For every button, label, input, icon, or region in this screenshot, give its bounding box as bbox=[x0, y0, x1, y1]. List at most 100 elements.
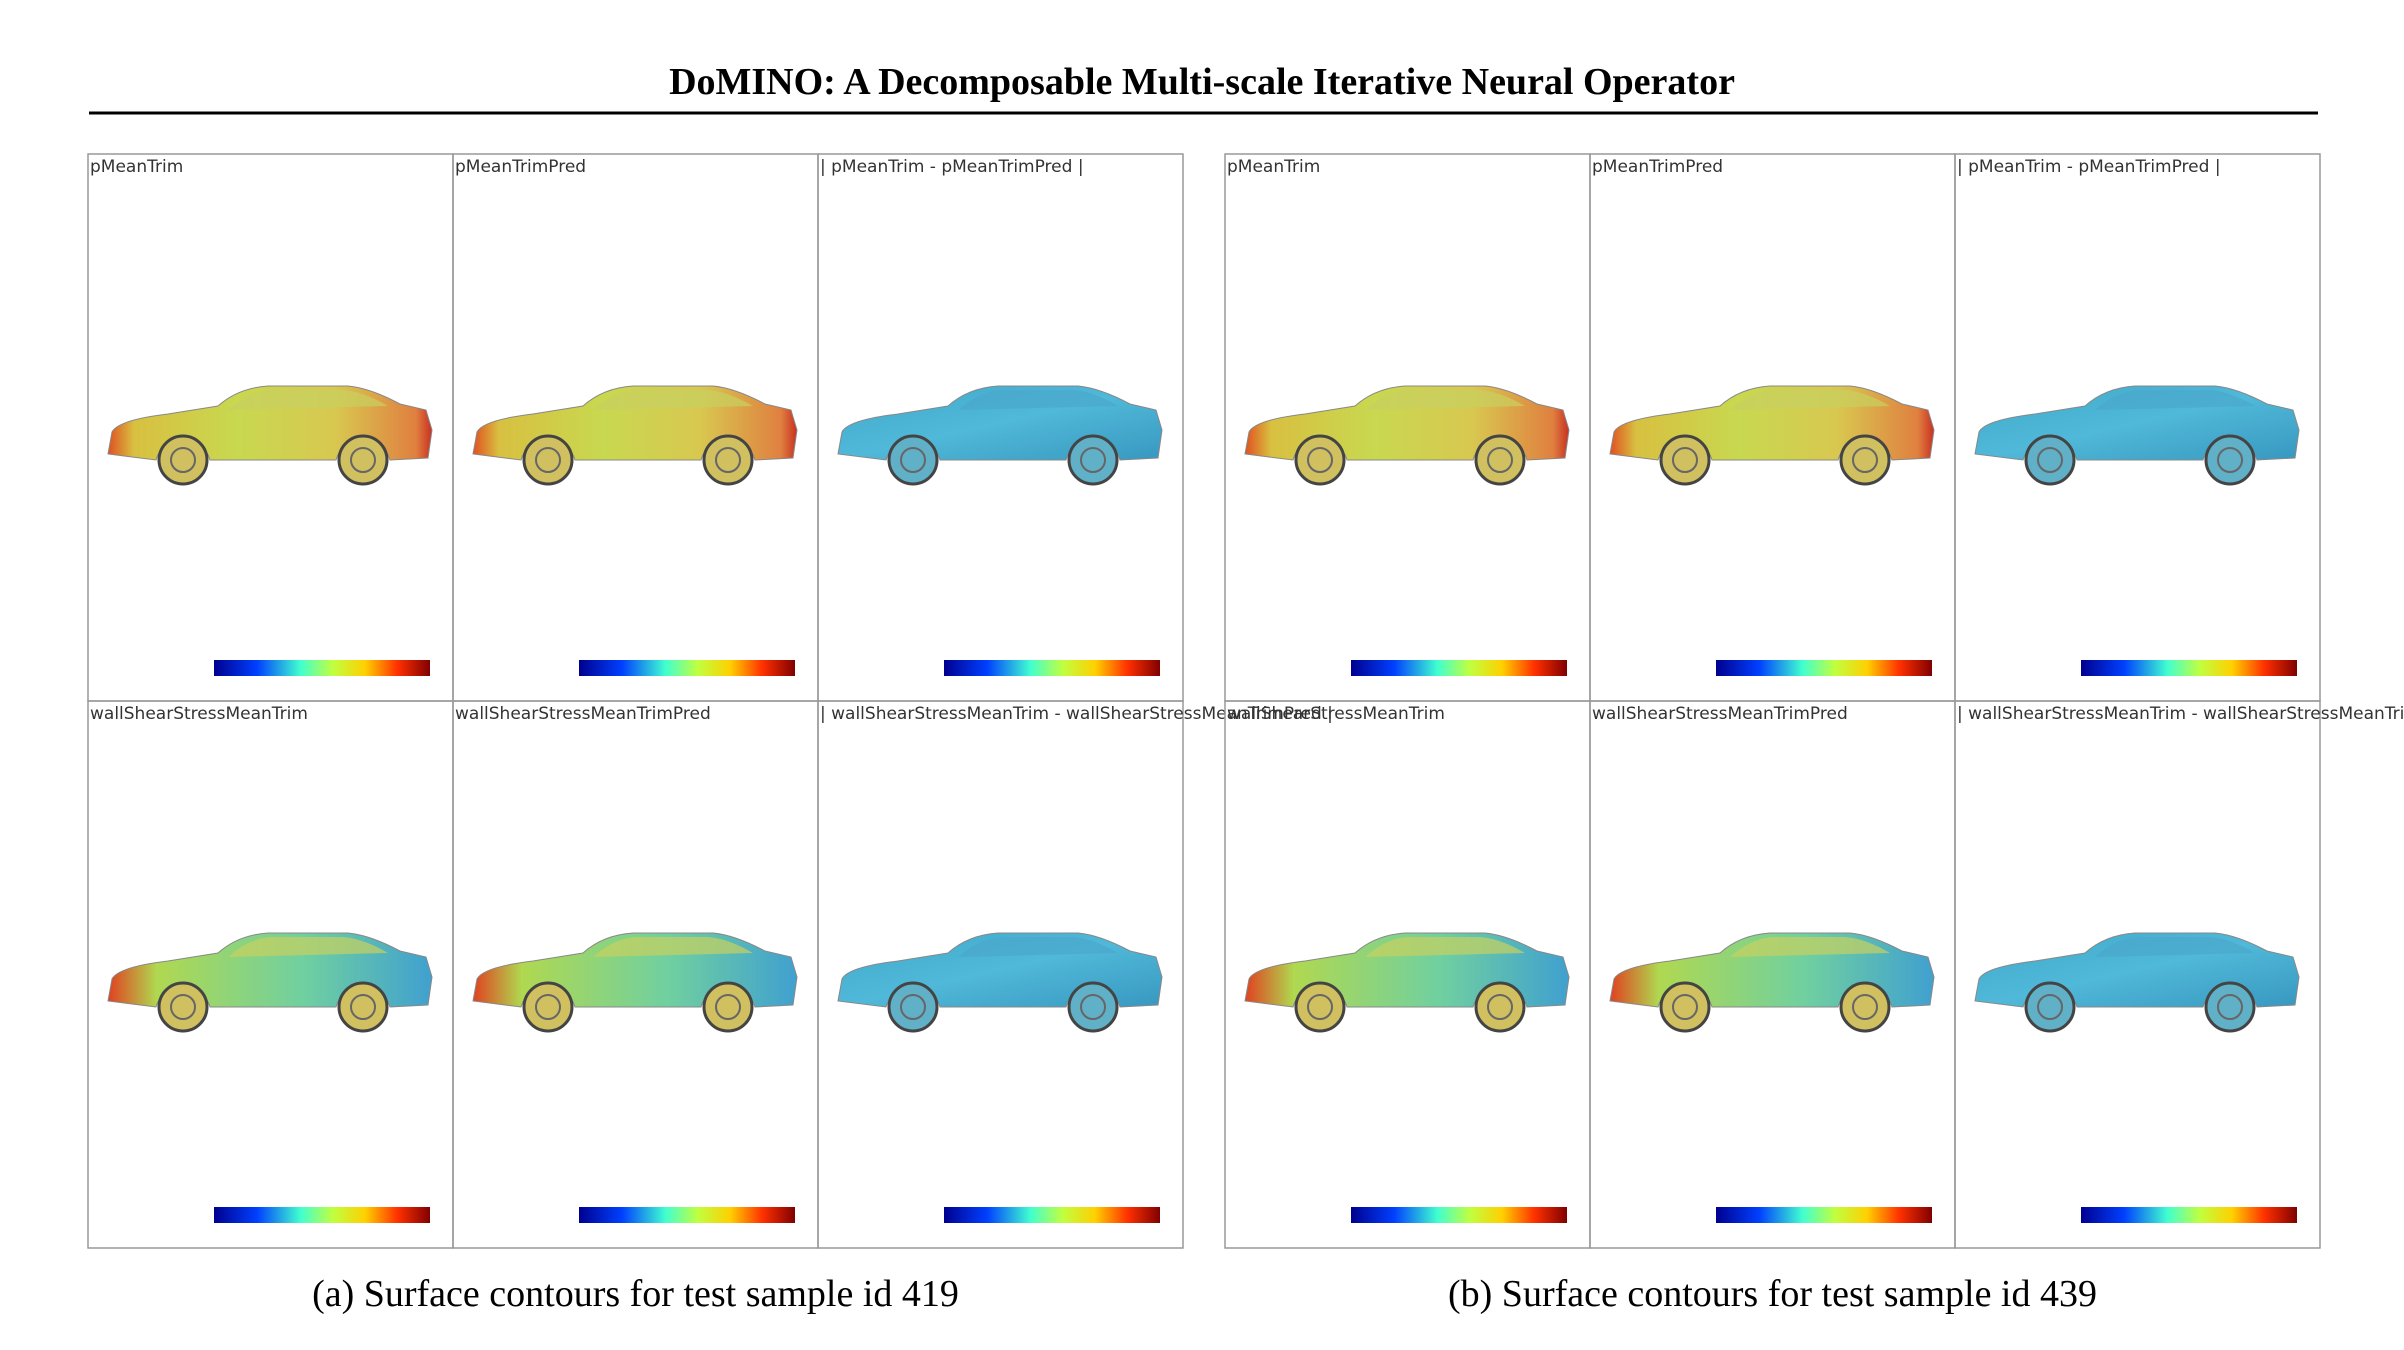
colorbar bbox=[579, 1207, 795, 1223]
hub bbox=[715, 994, 741, 1020]
contour-cell: wallShearStressMeanTrimPred bbox=[1589, 700, 1956, 1249]
wheel bbox=[2024, 434, 2076, 486]
hub bbox=[170, 447, 196, 473]
car bbox=[1244, 385, 1570, 486]
car-window bbox=[593, 937, 753, 957]
cell-label: | pMeanTrim - pMeanTrimPred | bbox=[820, 157, 1084, 177]
hub bbox=[1080, 447, 1106, 473]
car-window bbox=[958, 390, 1118, 410]
contour-cell: | wallShearStressMeanTrim - wallShearStr… bbox=[817, 700, 1333, 1249]
wheel bbox=[522, 981, 574, 1033]
contour-cell: | pMeanTrim - pMeanTrimPred | bbox=[817, 153, 1184, 702]
colorbar bbox=[1351, 1207, 1567, 1223]
wheel bbox=[1474, 434, 1526, 486]
panel: pMeanTrim pMeanTrimPred | pMeanTrim - pMea… bbox=[87, 153, 1333, 1315]
wheel bbox=[1839, 981, 1891, 1033]
wheel bbox=[1067, 434, 1119, 486]
car bbox=[1974, 932, 2300, 1033]
hub bbox=[1672, 994, 1698, 1020]
hub bbox=[2037, 994, 2063, 1020]
cell-label: wallShearStressMeanTrimPred bbox=[1592, 704, 1848, 724]
cell-label: pMeanTrimPred bbox=[1592, 157, 1723, 177]
panel: pMeanTrim pMeanTrimPred | pMeanTrim - pMea… bbox=[1224, 153, 2404, 1315]
cell-label: | pMeanTrim - pMeanTrimPred | bbox=[1957, 157, 2221, 177]
contour-cell: pMeanTrim bbox=[87, 153, 454, 702]
cell-label: wallShearStressMeanTrim bbox=[90, 704, 308, 724]
wheel bbox=[887, 434, 939, 486]
cell-label: wallShearStressMeanTrimPred bbox=[455, 704, 711, 724]
hub bbox=[1307, 994, 1333, 1020]
colorbar bbox=[1716, 660, 1932, 676]
car-window bbox=[958, 937, 1118, 957]
car-window bbox=[1730, 937, 1890, 957]
wheel bbox=[1659, 434, 1711, 486]
wheel bbox=[1294, 434, 1346, 486]
colorbar bbox=[214, 1207, 430, 1223]
hub bbox=[1487, 994, 1513, 1020]
wheel bbox=[157, 434, 209, 486]
cell-label: | wallShearStressMeanTrim - wallShearStr… bbox=[1957, 704, 2404, 724]
car-window bbox=[2095, 390, 2255, 410]
cell-border bbox=[1954, 700, 2321, 1249]
wheel bbox=[1659, 981, 1711, 1033]
car bbox=[1974, 385, 2300, 486]
car-window bbox=[593, 390, 753, 410]
car-window bbox=[1365, 937, 1525, 957]
wheel bbox=[337, 981, 389, 1033]
contour-cell: pMeanTrimPred bbox=[1589, 153, 1956, 702]
contour-cell: wallShearStressMeanTrim bbox=[1224, 700, 1591, 1249]
wheel bbox=[2204, 981, 2256, 1033]
hub bbox=[170, 994, 196, 1020]
hub bbox=[2217, 447, 2243, 473]
car bbox=[1609, 932, 1935, 1033]
colorbar bbox=[2081, 1207, 2297, 1223]
hub bbox=[535, 447, 561, 473]
hub bbox=[1852, 994, 1878, 1020]
cell-label: pMeanTrim bbox=[90, 157, 183, 177]
colorbar bbox=[1716, 1207, 1932, 1223]
hub bbox=[1307, 447, 1333, 473]
hub bbox=[1852, 447, 1878, 473]
wheel bbox=[1067, 981, 1119, 1033]
car-window bbox=[1730, 390, 1890, 410]
wheel bbox=[702, 981, 754, 1033]
wheel bbox=[337, 434, 389, 486]
caption: (b) Surface contours for test sample id … bbox=[1448, 1273, 2097, 1315]
wheel bbox=[1474, 981, 1526, 1033]
cell-border bbox=[817, 700, 1184, 1249]
contour-cell: | pMeanTrim - pMeanTrimPred | bbox=[1954, 153, 2321, 702]
colorbar bbox=[944, 1207, 1160, 1223]
hub bbox=[2037, 447, 2063, 473]
contour-cell: pMeanTrimPred bbox=[452, 153, 819, 702]
wheel bbox=[887, 981, 939, 1033]
contour-cell: pMeanTrim bbox=[1224, 153, 1591, 702]
title: DoMINO: A Decomposable Multi-scale Itera… bbox=[669, 61, 1735, 103]
car bbox=[107, 932, 433, 1033]
wheel bbox=[157, 981, 209, 1033]
car-window bbox=[1365, 390, 1525, 410]
car bbox=[1244, 932, 1570, 1033]
car-window bbox=[228, 937, 388, 957]
wheel bbox=[2024, 981, 2076, 1033]
car bbox=[472, 932, 798, 1033]
colorbar bbox=[214, 660, 430, 676]
wheel bbox=[1839, 434, 1891, 486]
colorbar bbox=[579, 660, 795, 676]
colorbar bbox=[2081, 660, 2297, 676]
hub bbox=[1487, 447, 1513, 473]
cell-label: pMeanTrim bbox=[1227, 157, 1320, 177]
contour-cell: | wallShearStressMeanTrim - wallShearStr… bbox=[1954, 700, 2404, 1249]
wheel bbox=[702, 434, 754, 486]
wheel bbox=[2204, 434, 2256, 486]
car bbox=[472, 385, 798, 486]
caption: (a) Surface contours for test sample id … bbox=[312, 1273, 959, 1315]
car bbox=[837, 932, 1163, 1033]
car-window bbox=[2095, 937, 2255, 957]
hub bbox=[715, 447, 741, 473]
hub bbox=[900, 994, 926, 1020]
hub bbox=[900, 447, 926, 473]
hub bbox=[1080, 994, 1106, 1020]
car bbox=[837, 385, 1163, 486]
car-window bbox=[228, 390, 388, 410]
